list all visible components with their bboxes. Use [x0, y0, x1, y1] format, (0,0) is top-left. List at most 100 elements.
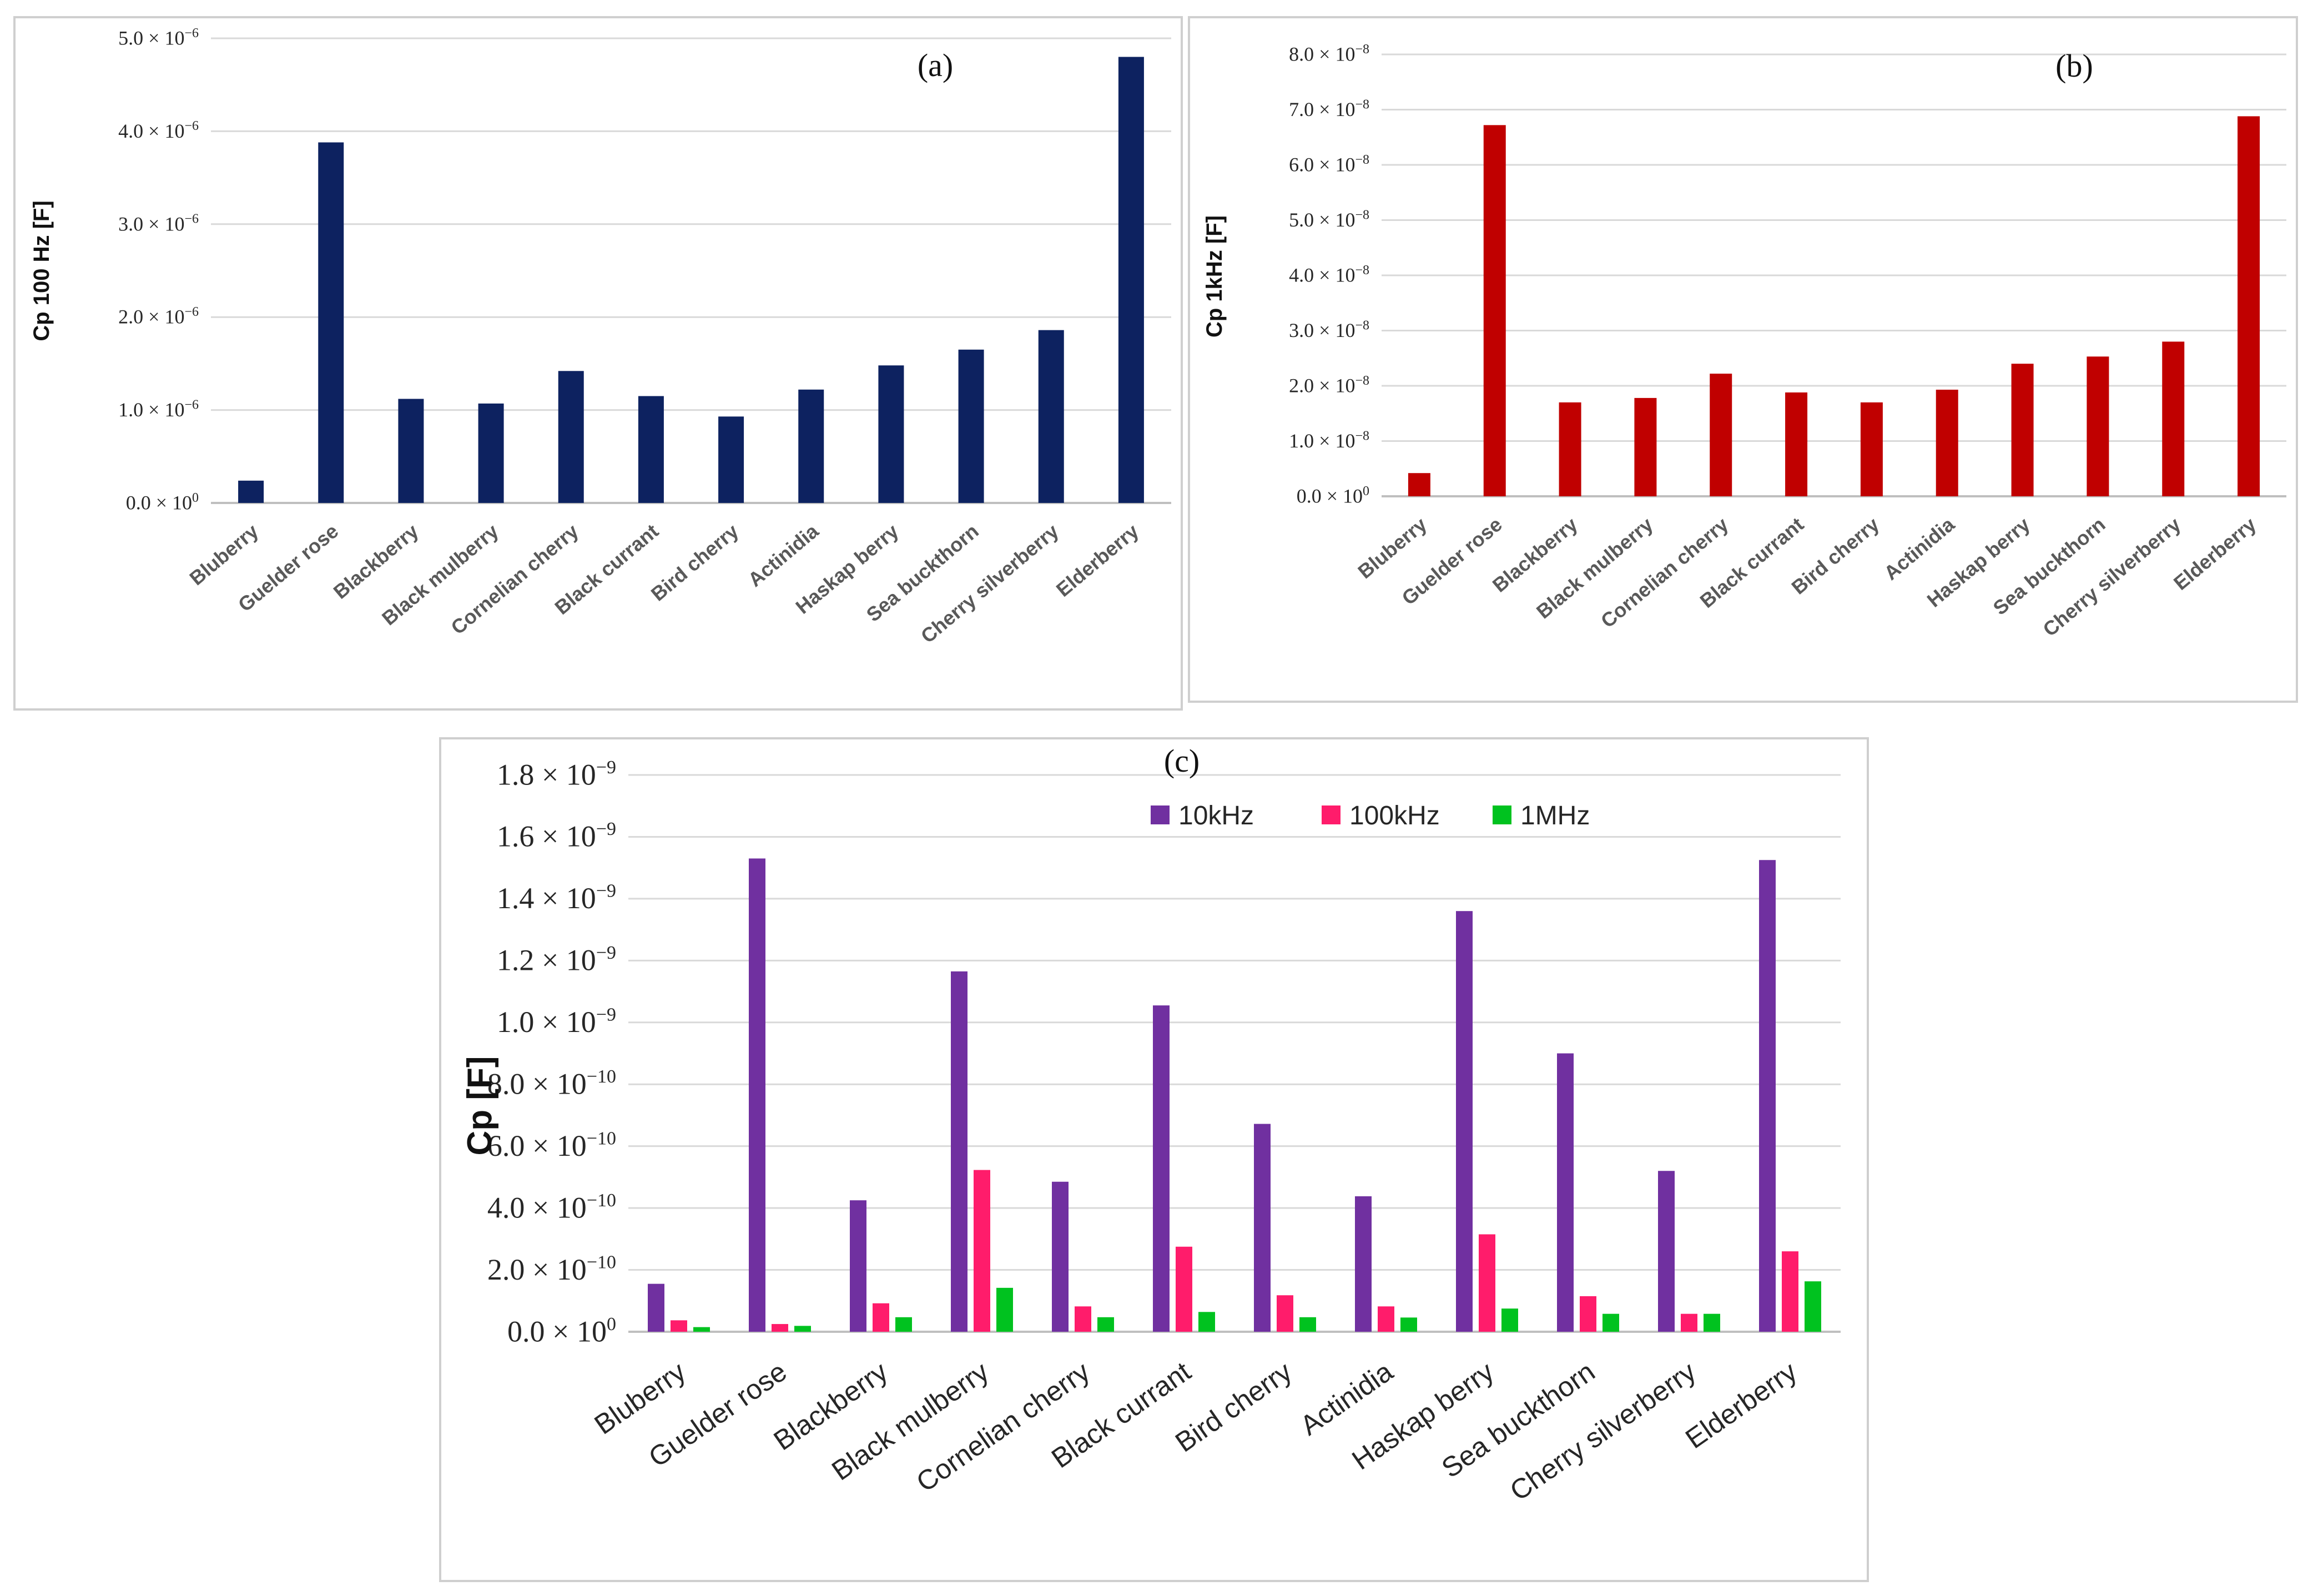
bar-100khz-bluberry — [671, 1320, 687, 1332]
x-tick-label: Cherry silverberry — [916, 520, 1063, 648]
bar-10khz-bird-cherry — [1254, 1124, 1271, 1332]
x-tick-label: Elderberry — [1052, 520, 1143, 601]
bar-bird-cherry — [1860, 402, 1883, 496]
bar-1mhz-cherry-silverberry — [1704, 1313, 1720, 1332]
x-tick-label: Cherry silverberry — [1504, 1356, 1701, 1507]
y-tick-label: 0.0 × 100 — [1297, 484, 1369, 507]
bar-sea-buckthorn — [958, 349, 984, 503]
panel-label-c: (c) — [1164, 743, 1200, 779]
bar-sea-buckthorn — [2087, 356, 2109, 496]
panel-label-a: (a) — [918, 47, 953, 83]
chart-b-svg: 0.0 × 100 1.0 × 10−8 2.0 × 10−8 3.0 × 10−8 4… — [1202, 42, 2286, 641]
bar-cornelian-cherry — [558, 371, 584, 503]
bar-10khz-cornelian-cherry — [1052, 1181, 1069, 1332]
bar-blackberry — [398, 399, 424, 503]
bar-elderberry — [2238, 116, 2260, 496]
bar-10khz-sea-buckthorn — [1557, 1053, 1574, 1332]
y-tick-label: 1.0 × 10−9 — [497, 1005, 616, 1039]
x-tick-label: Actinidia — [744, 519, 824, 591]
legend-swatch-1mhz — [1493, 805, 1511, 824]
bar-cherry-silverberry — [1038, 330, 1064, 503]
bar-bluberry — [238, 480, 264, 503]
x-tick-label: Cornelian cherry — [911, 1356, 1096, 1498]
bar-elderberry — [1118, 57, 1144, 504]
x-tick-label: Elderberry — [1680, 1356, 1802, 1454]
y-tick-label: 1.8 × 10−9 — [497, 757, 616, 792]
y-tick-label: 1.2 × 10−9 — [497, 943, 616, 977]
bar-1mhz-cornelian-cherry — [1097, 1317, 1114, 1332]
bar-1mhz-bird-cherry — [1299, 1317, 1316, 1332]
y-tick-label: 1.6 × 10−9 — [497, 819, 616, 853]
legend-label: 10kHz — [1178, 801, 1254, 830]
bar-cherry-silverberry — [2162, 341, 2185, 496]
bar-100khz-cornelian-cherry — [1075, 1306, 1091, 1332]
y-tick-label: 6.0 × 10−10 — [487, 1128, 616, 1162]
x-tick-label: Cherry silverberry — [2038, 513, 2185, 641]
bar-guelder-rose — [318, 142, 344, 503]
bar-1mhz-black-mulberry — [996, 1287, 1013, 1332]
bar-black-currant — [1785, 392, 1808, 496]
bar-100khz-haskap-berry — [1479, 1234, 1495, 1332]
legend: 10kHz 100kHz 1MHz — [1151, 801, 1590, 830]
bar-10khz-bluberry — [648, 1283, 664, 1332]
bar-bluberry — [1408, 473, 1430, 496]
legend-swatch-100khz — [1322, 805, 1341, 824]
bar-actinidia — [798, 389, 824, 503]
bar-1mhz-black-currant — [1198, 1312, 1215, 1332]
bar-100khz-bird-cherry — [1277, 1295, 1293, 1332]
y-tick-label: 2.0 × 10−8 — [1289, 374, 1369, 397]
bar-10khz-cherry-silverberry — [1658, 1171, 1675, 1332]
bar-100khz-black-currant — [1176, 1246, 1192, 1332]
y-tick-label: 3.0 × 10−8 — [1289, 318, 1369, 341]
chart-panel-c: 0.0 × 100 2.0 × 10−10 4.0 × 10−10 6.0 × 10−… — [439, 737, 1869, 1582]
bar-cornelian-cherry — [1710, 374, 1732, 496]
panel-label-b: (b) — [2055, 48, 2093, 84]
bar-100khz-cherry-silverberry — [1681, 1313, 1697, 1332]
y-axis-title: Cp [F] — [461, 1056, 499, 1155]
chart-a-svg: 0.0 × 100 1.0 × 10−6 2.0 × 10−6 3.0 × 10−6 4… — [29, 26, 1171, 648]
y-tick-label: 5.0 × 10−6 — [118, 26, 199, 49]
legend-label: 1MHz — [1520, 801, 1590, 830]
y-tick-label: 3.0 × 10−6 — [118, 212, 199, 235]
bar-actinidia — [1936, 389, 1958, 496]
y-tick-label: 6.0 × 10−8 — [1289, 153, 1369, 176]
x-tick-label: Cornelian cherry — [1596, 513, 1733, 632]
bar-10khz-blackberry — [850, 1200, 866, 1332]
bar-guelder-rose — [1483, 125, 1506, 497]
y-tick-label: 1.0 × 10−6 — [118, 397, 199, 421]
bar-1mhz-bluberry — [693, 1327, 710, 1332]
bar-blackberry — [1559, 402, 1581, 496]
x-tick-label: Bird cherry — [647, 520, 743, 606]
bar-haskap-berry — [2011, 364, 2034, 496]
bar-10khz-actinidia — [1355, 1196, 1372, 1332]
y-tick-label: 2.0 × 10−6 — [118, 305, 199, 328]
x-tick-label: Elderberry — [2169, 513, 2260, 595]
bar-1mhz-blackberry — [895, 1317, 912, 1332]
legend-label: 100kHz — [1349, 801, 1440, 830]
x-tick-label: Bluberry — [1353, 513, 1431, 583]
bar-10khz-elderberry — [1759, 860, 1776, 1332]
bar-1mhz-sea-buckthorn — [1603, 1313, 1619, 1332]
y-tick-label: 5.0 × 10−8 — [1289, 208, 1369, 231]
bar-100khz-blackberry — [873, 1303, 889, 1332]
x-tick-label: Bluberry — [185, 520, 263, 590]
bar-1mhz-elderberry — [1805, 1281, 1821, 1332]
bar-100khz-sea-buckthorn — [1580, 1296, 1596, 1332]
bar-black-currant — [638, 396, 664, 503]
y-tick-label: 0.0 × 100 — [126, 491, 199, 514]
bar-1mhz-haskap-berry — [1501, 1308, 1518, 1332]
y-tick-label: 4.0 × 10−8 — [1289, 263, 1369, 286]
y-tick-label: 4.0 × 10−6 — [118, 119, 199, 142]
bar-100khz-actinidia — [1378, 1306, 1394, 1332]
y-tick-label: 8.0 × 10−8 — [1289, 42, 1369, 66]
y-axis-title: Cp 1kHz [F] — [1202, 215, 1227, 338]
chart-panel-a: 0.0 × 100 1.0 × 10−6 2.0 × 10−6 3.0 × 10−6 4… — [13, 16, 1183, 711]
y-tick-label: 7.0 × 10−8 — [1289, 97, 1369, 120]
bar-100khz-black-mulberry — [974, 1170, 990, 1332]
bar-100khz-guelder-rose — [772, 1324, 788, 1332]
bar-10khz-haskap-berry — [1456, 911, 1473, 1332]
bar-1mhz-guelder-rose — [794, 1326, 811, 1332]
bar-10khz-black-mulberry — [951, 971, 967, 1332]
bar-100khz-elderberry — [1782, 1251, 1798, 1332]
y-tick-label: 1.0 × 10−8 — [1289, 429, 1369, 452]
